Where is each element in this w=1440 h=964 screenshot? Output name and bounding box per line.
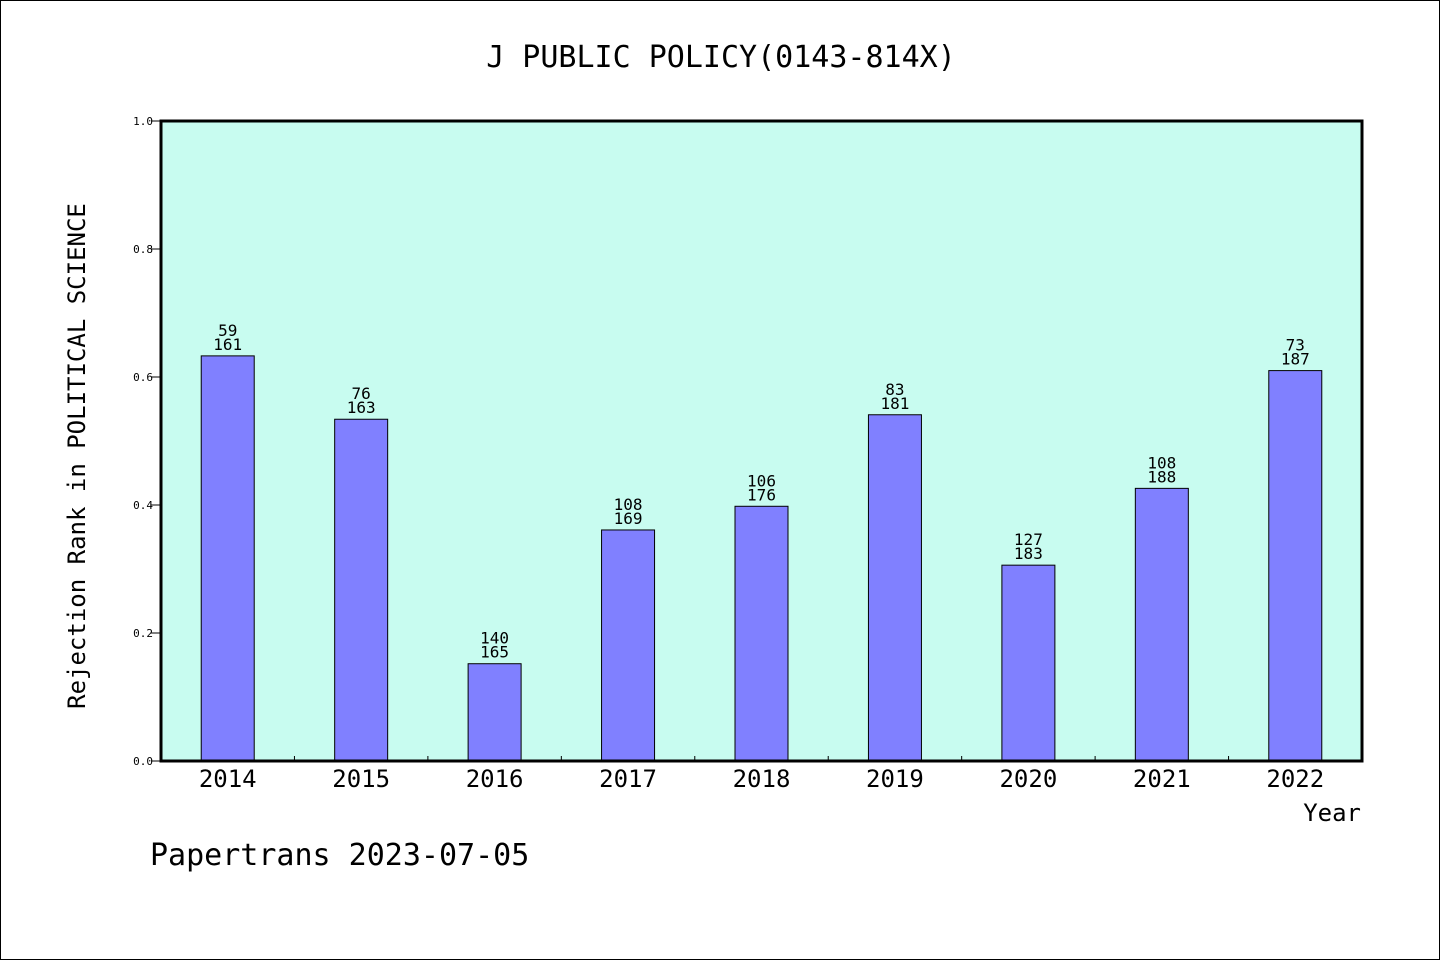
data-label-top: 140	[480, 629, 509, 648]
data-label-top: 127	[1014, 530, 1043, 549]
data-label-bottom: 161	[213, 335, 242, 354]
bar	[601, 529, 656, 762]
plot-border	[159, 119, 1364, 763]
x-tick-label: 2019	[866, 765, 924, 793]
data-label-top: 108	[614, 495, 643, 514]
y-axis-label: Rejection Rank in POLITICAL SCIENCE	[63, 203, 91, 709]
bar	[867, 414, 922, 762]
y-tick-label: 1.0	[133, 115, 153, 128]
x-axis-label: Year	[1303, 799, 1361, 827]
data-label-top: 106	[747, 471, 776, 490]
chart-title: J PUBLIC POLICY(0143-814X)	[486, 40, 956, 75]
y-axis: 0.0 0.2 0.4 0.6 0.8 1.0	[133, 115, 161, 768]
data-label-top: 73	[1286, 336, 1305, 355]
bar	[467, 663, 522, 762]
data-label-bottom: 163	[347, 398, 376, 417]
bar	[334, 418, 389, 762]
data-label-bottom: 169	[614, 509, 643, 528]
bar	[1134, 487, 1189, 762]
y-tick-label: 0.6	[133, 371, 153, 384]
data-label-bottom: 181	[880, 394, 909, 413]
bar	[200, 355, 255, 762]
y-tick-label: 0.4	[133, 499, 153, 512]
y-tick-label: 0.0	[133, 755, 153, 768]
data-label-top: 76	[352, 384, 371, 403]
bar	[734, 505, 789, 762]
data-label-top: 108	[1147, 453, 1176, 472]
y-tick-label: 0.2	[133, 627, 153, 640]
x-tick-label: 2016	[466, 765, 524, 793]
data-label-bottom: 187	[1281, 350, 1310, 369]
data-label-bottom: 183	[1014, 544, 1043, 563]
x-axis: 2014 2015 2016 2017 2018 2019 2020 2021 2022	[199, 756, 1324, 793]
data-label-bottom: 165	[480, 643, 509, 662]
x-tick-label: 2021	[1133, 765, 1191, 793]
x-tick-label: 2020	[999, 765, 1057, 793]
x-tick-label: 2022	[1266, 765, 1324, 793]
data-label-top: 59	[218, 321, 237, 340]
y-tick-label: 0.8	[133, 243, 153, 256]
x-tick-label: 2014	[199, 765, 257, 793]
bar	[1268, 370, 1323, 762]
x-tick-label: 2018	[733, 765, 791, 793]
x-tick-label: 2015	[332, 765, 390, 793]
bar	[1001, 564, 1056, 762]
data-label-bottom: 188	[1147, 467, 1176, 486]
footer-text: Papertrans 2023-07-05	[150, 838, 529, 873]
data-label-bottom: 176	[747, 485, 776, 504]
bars-group: 5916176163140165108169106176831811271831…	[200, 321, 1323, 762]
data-label-top: 83	[885, 380, 904, 399]
x-tick-label: 2017	[599, 765, 657, 793]
